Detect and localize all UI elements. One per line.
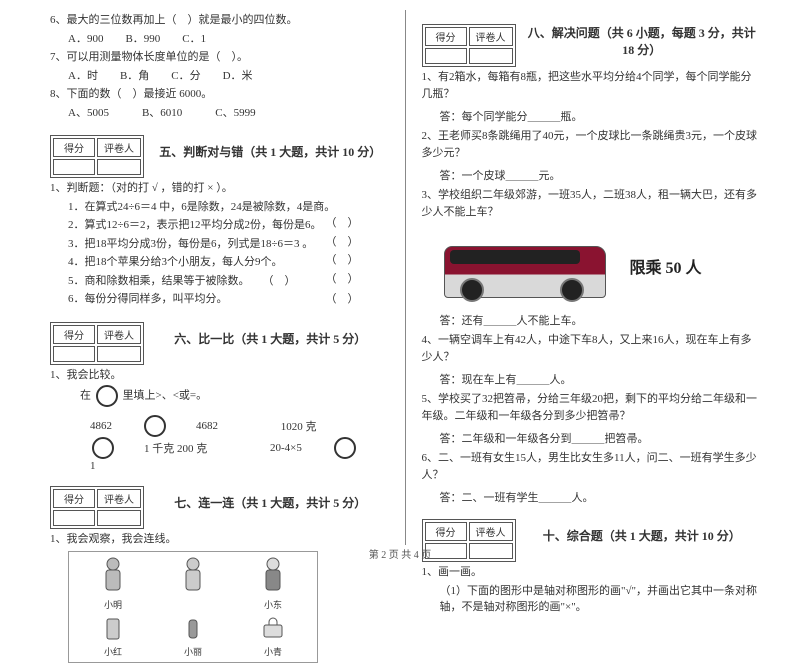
question8-options: A、5005 B、6010 C、5999 — [50, 105, 389, 122]
person-icon — [178, 556, 208, 596]
score-box: 得分评卷人 — [50, 486, 144, 529]
section8-title: 八、解决问题（共 6 小题，每题 3 分，共计 18 分） — [524, 24, 761, 58]
r-q3: 3、学校组织二年级郊游，一班35人，二班38人，租一辆大巴，还有多少人不能上车？ — [422, 187, 761, 220]
section7-header: 得分评卷人 七、连一连（共 1 大题，共计 5 分） — [50, 480, 389, 529]
grader-cell — [97, 346, 141, 362]
compare-intro: 1、我会比较。 — [50, 367, 389, 384]
question8: 8、下面的数（ ）最接近 6000。 — [50, 86, 389, 103]
score-label: 得分 — [53, 138, 95, 157]
right-column: 得分评卷人 八、解决问题（共 6 小题，每题 3 分，共计 18 分） 1、有2… — [412, 10, 771, 545]
section10-title: 十、综合题（共 1 大题，共计 10 分） — [524, 527, 761, 544]
grader-label: 评卷人 — [97, 489, 141, 508]
kid-2 — [173, 556, 213, 611]
score-label: 得分 — [53, 325, 95, 344]
section5-title: 五、判断对与错（共 1 大题，共计 10 分） — [152, 143, 389, 160]
left-column: 6、最大的三位数再加上（ ）就是最小的四位数。 A．900 B．990 C．1 … — [40, 10, 399, 545]
r-a4: 答：现在车上有＿＿＿人。 — [440, 371, 761, 387]
question7-options: A．时 B．角 C．分 D．米 — [50, 68, 389, 85]
r-a5: 答：二年级和一年级各分到＿＿＿把笤帚。 — [440, 430, 761, 446]
tf-item6: 6．每份分得同样多，叫平均分。（ ） — [50, 291, 389, 308]
compare-sub: 在 里填上>、<或=。 — [50, 385, 389, 407]
circle-icon — [96, 385, 118, 407]
question6-options: A．900 B．990 C．1 — [50, 31, 389, 48]
score-label: 得分 — [425, 522, 467, 541]
person-icon — [258, 556, 288, 596]
score-label: 得分 — [53, 489, 95, 508]
circle-icon — [334, 437, 356, 459]
object-icon — [101, 617, 125, 641]
grader-label: 评卷人 — [469, 27, 513, 46]
r-q5: 5、学校买了32把笤帚，分给三年级20把，剩下的平均分给二年级和一年级。二年级和… — [422, 391, 761, 424]
matching-figure: 小明 小东 小红 小丽 — [68, 551, 318, 663]
column-divider — [405, 10, 406, 545]
r-a1: 答：每个同学能分＿＿＿瓶。 — [440, 108, 761, 124]
person-icon — [98, 556, 128, 596]
section8-header: 得分评卷人 八、解决问题（共 6 小题，每题 3 分，共计 18 分） — [422, 18, 761, 67]
question7: 7、可以用测量物体长度单位的是（ ）。 — [50, 49, 389, 66]
grader-cell — [469, 48, 513, 64]
score-box: 得分评卷人 — [50, 135, 144, 178]
circle-icon — [144, 415, 166, 437]
r-q4: 4、一辆空调车上有42人，中途下车8人，又上来16人，现在车上有多少人？ — [422, 332, 761, 365]
kid-3: 小东 — [253, 556, 293, 611]
score-cell — [53, 510, 95, 526]
bus-icon — [440, 226, 610, 306]
score-label: 得分 — [425, 27, 467, 46]
r-a2: 答：一个皮球＿＿＿元。 — [440, 167, 761, 183]
score-box: 得分评卷人 — [50, 322, 144, 365]
kid-1: 小明 — [93, 556, 133, 611]
grader-label: 评卷人 — [469, 522, 513, 541]
r-a3: 答：还有＿＿＿人不能上车。 — [440, 312, 761, 328]
page-footer: 第 2 页 共 4 页 — [0, 546, 800, 561]
section6-header: 得分评卷人 六、比一比（共 1 大题，共计 5 分） — [50, 316, 389, 365]
item-2: 小丽 — [173, 617, 213, 658]
score-cell — [425, 48, 467, 64]
z-q1: 1、画一画。 — [422, 564, 761, 581]
object-icon — [181, 617, 205, 641]
section6-title: 六、比一比（共 1 大题，共计 5 分） — [152, 330, 389, 347]
item-3: 小青 — [253, 617, 293, 658]
compare-row: 48624682 1020 克1 千克 200 克 20-4×51 — [90, 415, 389, 472]
bag-icon — [261, 617, 285, 641]
score-box: 得分评卷人 — [422, 24, 516, 67]
grader-label: 评卷人 — [97, 325, 141, 344]
grader-label: 评卷人 — [97, 138, 141, 157]
tf-intro: 1、判断题：（对的打 √ ，错的打 × ）。 — [50, 180, 389, 197]
r-q6: 6、二、一班有女生15人，男生比女生多11人，问二、一班有学生多少人？ — [422, 450, 761, 483]
r-q1: 1、有2箱水，每箱有8瓶，把这些水平均分给4个同学，每个同学能分几瓶？ — [422, 69, 761, 102]
bus-capacity-label: 限乘 50 人 — [630, 254, 702, 278]
question6: 6、最大的三位数再加上（ ）就是最小的四位数。 — [50, 12, 389, 29]
item-1: 小红 — [93, 617, 133, 658]
link-intro: 1、我会观察，我会连线。 — [50, 531, 389, 548]
r-a6: 答：二、一班有学生＿＿＿人。 — [440, 489, 761, 505]
grader-cell — [97, 159, 141, 175]
tf-item1: 1．在算式24÷6＝4 中，6是除数，24是被除数，4是商。（ ） — [50, 199, 389, 216]
grader-cell — [97, 510, 141, 526]
circle-icon — [92, 437, 114, 459]
score-cell — [53, 346, 95, 362]
bus-figure: 限乘 50 人 — [440, 226, 761, 306]
z-q1-sub: （1）下面的图形中是轴对称图形的画"√"，并画出它其中一条对称轴，不是轴对称图形… — [422, 583, 761, 616]
r-q2: 2、王老师买8条跳绳用了40元，一个皮球比一条跳绳贵3元，一个皮球多少元？ — [422, 128, 761, 161]
section7-title: 七、连一连（共 1 大题，共计 5 分） — [152, 494, 389, 511]
score-cell — [53, 159, 95, 175]
section5-header: 得分评卷人 五、判断对与错（共 1 大题，共计 10 分） — [50, 129, 389, 178]
